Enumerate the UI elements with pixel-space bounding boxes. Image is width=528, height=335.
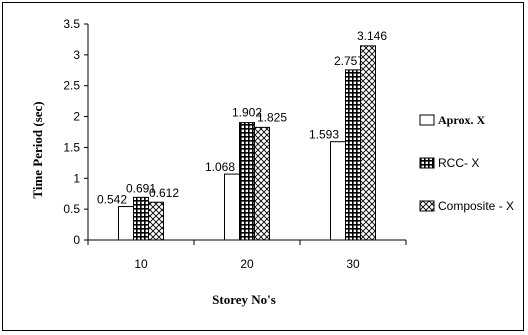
y-axis-title: Time Period (sec) <box>30 101 45 198</box>
y-tick-label: 2.5 <box>63 79 80 93</box>
bar-plain-30 <box>330 141 346 241</box>
plot-area: 0 0.5 1 1.5 2 2.5 3 3.5 10 20 30 0.542 1.068 1.593 0.6… <box>63 17 407 271</box>
y-tick-label: 3 <box>73 48 80 62</box>
data-label: 1.068 <box>205 160 235 174</box>
legend-label: RCC- X <box>438 156 479 170</box>
y-tick-label: 2 <box>73 110 80 124</box>
legend-label: Composite - X <box>438 199 514 213</box>
data-label: 0.691 <box>126 181 156 195</box>
y-tick-label: 0.5 <box>63 202 80 216</box>
data-label: 3.146 <box>357 29 387 43</box>
bar-grid-20 <box>239 122 255 241</box>
legend-swatch-cross <box>419 200 435 212</box>
data-label: 0.542 <box>97 193 127 207</box>
bar-plain-20 <box>224 173 240 241</box>
legend-label: Aprox. X <box>438 113 485 127</box>
y-tick-label: 1 <box>73 171 80 185</box>
x-tick-label: 10 <box>134 257 148 271</box>
bar-plain-10 <box>118 206 134 241</box>
x-tick-label: 20 <box>240 257 254 271</box>
data-label: 1.593 <box>309 128 339 142</box>
data-label: 0.612 <box>149 186 179 200</box>
y-tick-label: 0 <box>73 233 80 247</box>
legend-swatch-plain <box>419 114 435 126</box>
y-tick-label: 3.5 <box>63 17 80 31</box>
bar-cross-30 <box>360 45 376 241</box>
data-label: 1.825 <box>257 110 287 124</box>
bar-cross-20 <box>254 126 270 241</box>
bar-cross-10 <box>148 201 164 241</box>
x-axis-title: Storey No's <box>212 292 276 307</box>
legend: Aprox. X RCC- X Composite - X <box>419 113 514 213</box>
legend-swatch-grid <box>419 157 435 169</box>
x-tick-label: 30 <box>346 257 360 271</box>
data-label: 1.902 <box>232 106 262 120</box>
y-tick-label: 1.5 <box>63 140 80 154</box>
bar-grid-10 <box>133 196 149 241</box>
data-label: 2.757 <box>334 54 364 68</box>
bar-grid-30 <box>345 69 361 241</box>
